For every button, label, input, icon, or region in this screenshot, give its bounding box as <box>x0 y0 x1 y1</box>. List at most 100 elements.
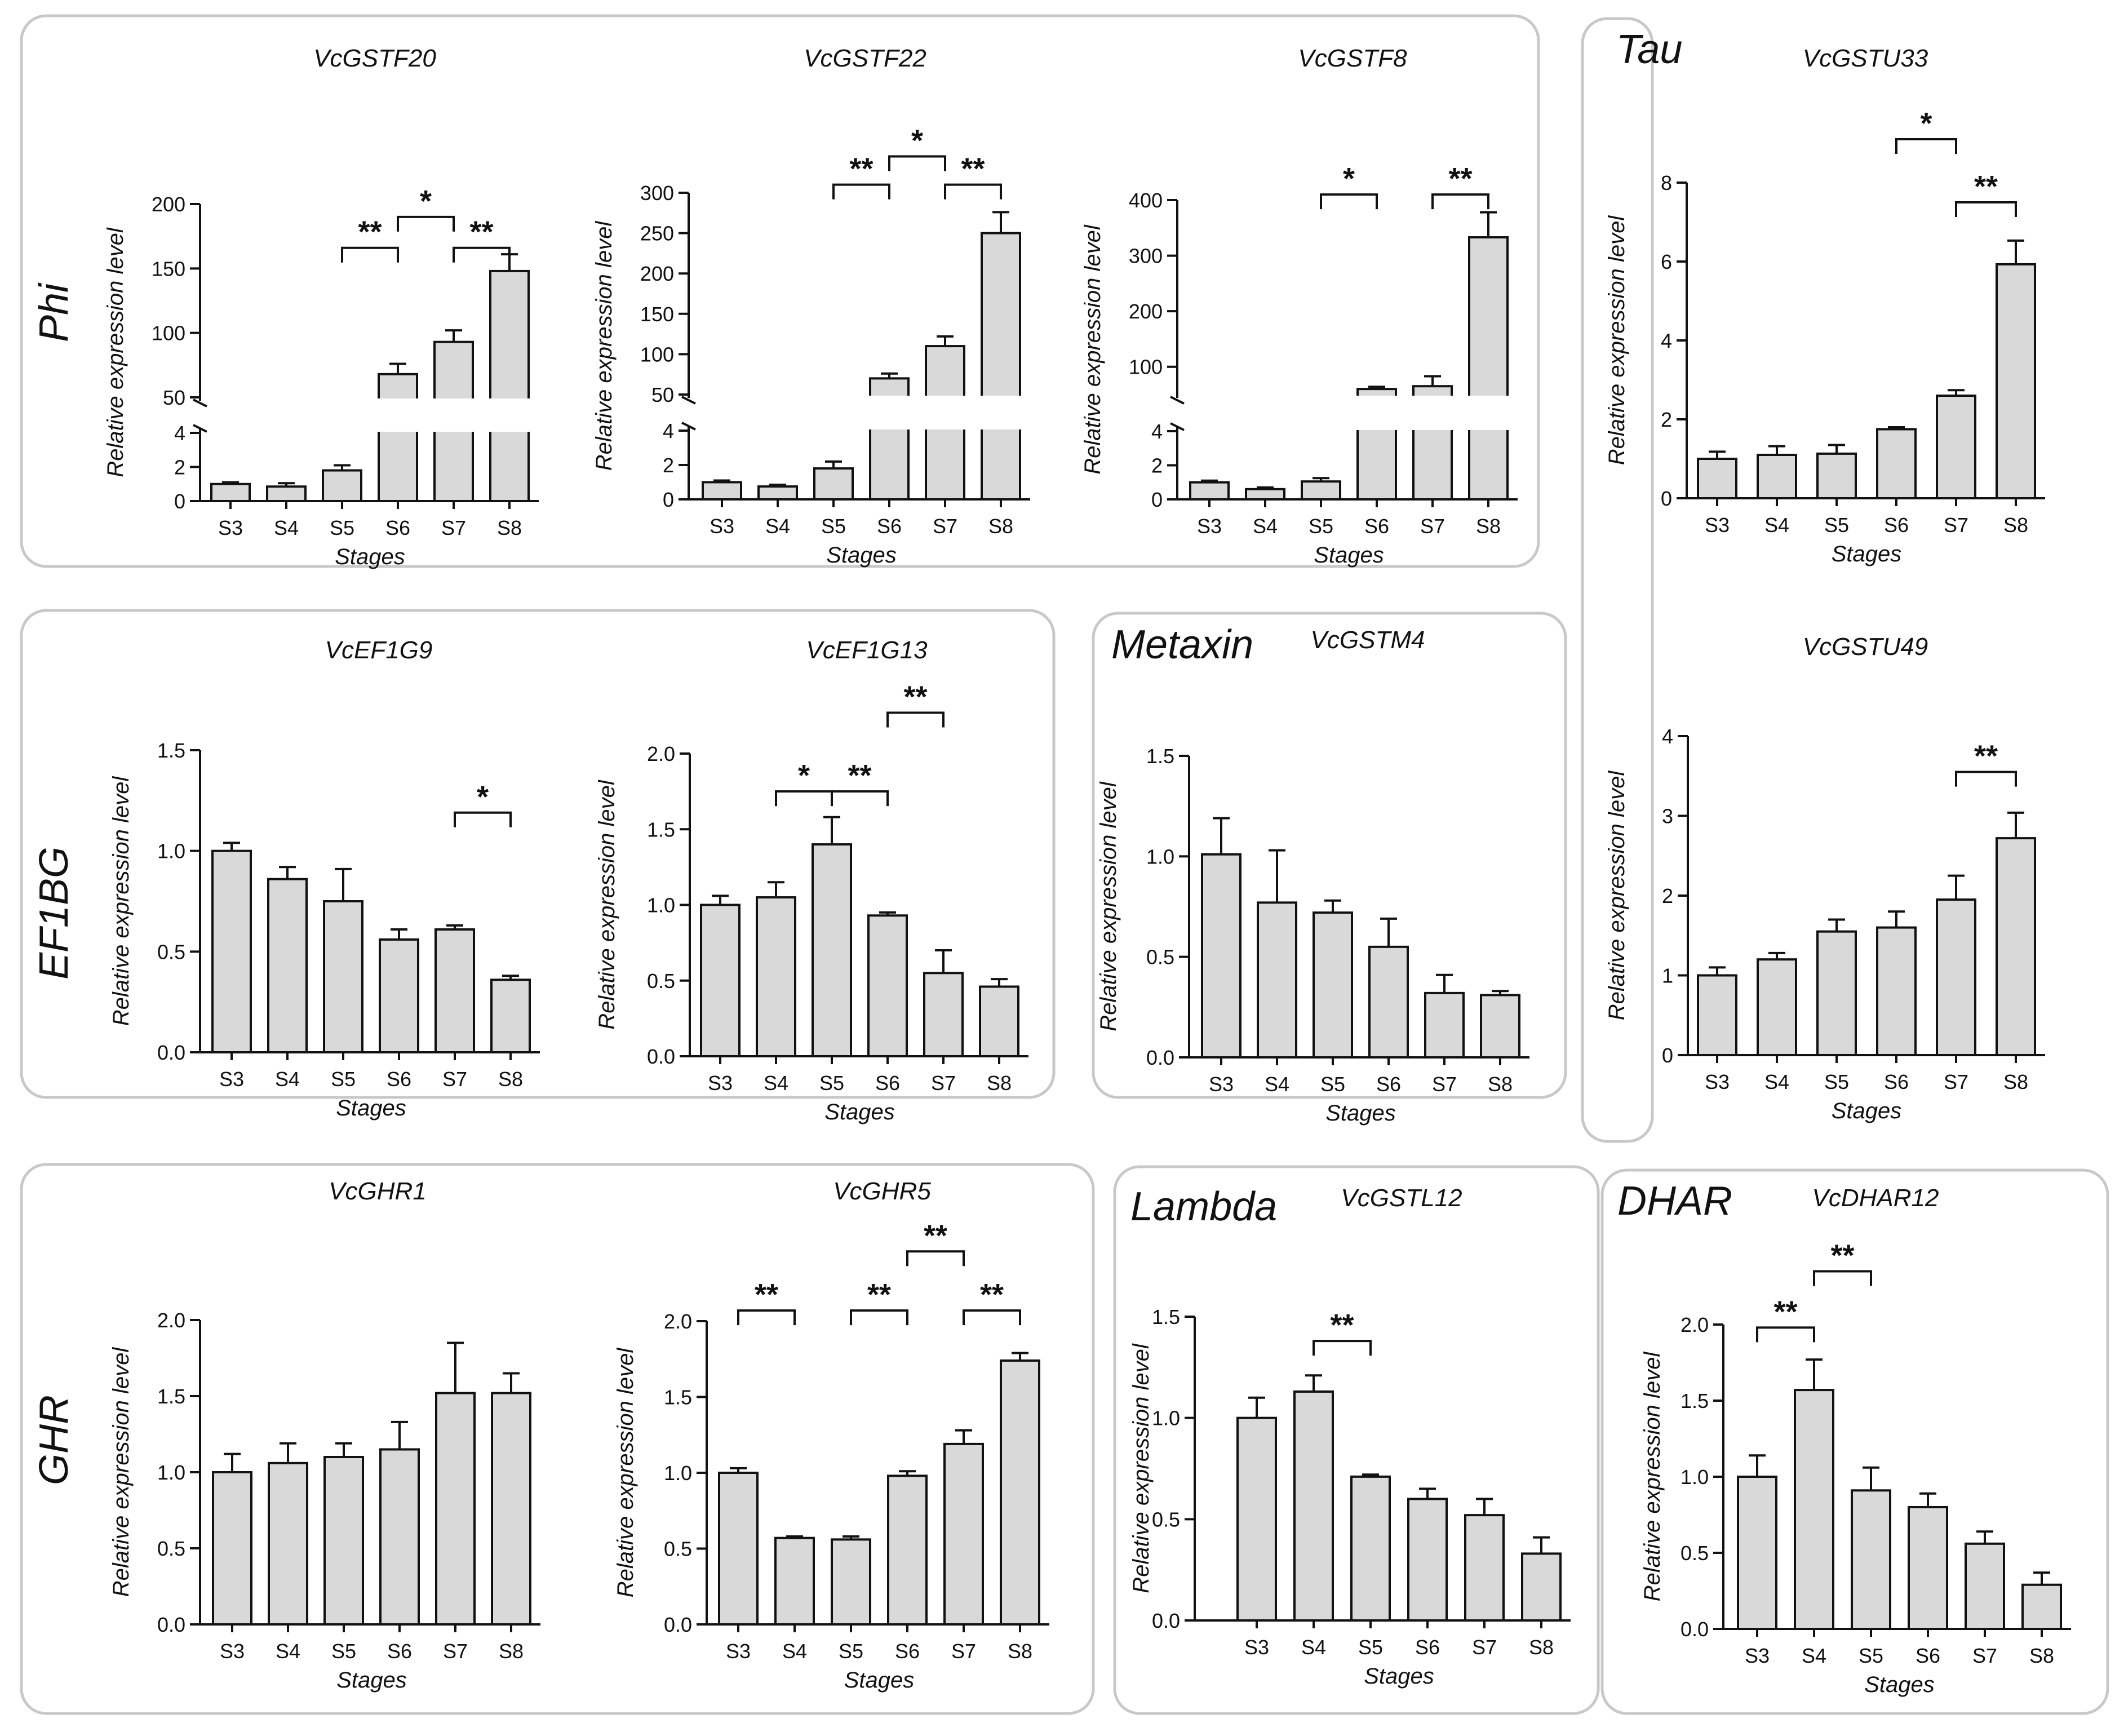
x-tick-label: S6 <box>1415 1636 1440 1659</box>
y-axis-label: Relative expression level <box>595 780 619 1030</box>
chart-title: VcGSTM4 <box>1311 626 1425 654</box>
significance-label: ** <box>1830 1239 1854 1273</box>
x-tick-label: S3 <box>219 1068 244 1091</box>
y-tick-label: 1.0 <box>1146 845 1174 868</box>
bar-S8 <box>1000 1359 1040 1626</box>
bar-S6 <box>887 1474 928 1626</box>
significance-bracket: * <box>775 759 833 807</box>
chart-VcGSTU33: VcGSTU33 Relative expression level 0 2 4 6 8 S3… <box>1604 45 2045 566</box>
bar-break-gap <box>868 396 910 429</box>
axis-break-mark <box>1170 396 1185 405</box>
y-tick-label: 250 <box>640 222 674 245</box>
axis-break-mark <box>681 396 696 405</box>
y-tick-label: 150 <box>152 257 185 280</box>
chart-title: VcEF1G13 <box>806 636 928 664</box>
bar-S5 <box>322 469 362 502</box>
y-tick-label: 2.0 <box>647 742 675 765</box>
y-tick-label: 1.0 <box>1152 1407 1180 1430</box>
bracket-line <box>1813 1270 1872 1286</box>
bar-S5 <box>323 1456 364 1626</box>
significance-bracket: * <box>1895 107 1957 154</box>
bar-S6 <box>378 373 418 503</box>
significance-bracket: ** <box>1813 1239 1872 1286</box>
significance-bracket: ** <box>453 215 511 263</box>
group-label-ghr: GHR <box>32 1395 77 1485</box>
x-tick-label: S3 <box>1745 1644 1770 1667</box>
bar-S4 <box>756 896 796 1057</box>
y-tick-label: 0 <box>1662 1044 1673 1067</box>
bar-S8 <box>491 1392 531 1626</box>
y-tick-label: 200 <box>152 193 185 216</box>
bracket-line <box>737 1309 796 1326</box>
group-label-tau: Tau <box>1616 27 1682 72</box>
x-tick-label: S8 <box>987 1071 1012 1095</box>
bar-S7 <box>434 928 475 1053</box>
bar-S7 <box>1965 1542 2005 1631</box>
bracket-line <box>832 183 890 200</box>
x-tick-label: S4 <box>1764 513 1789 537</box>
x-tick-label: S6 <box>385 516 410 539</box>
bar-S3 <box>718 1472 759 1626</box>
x-tick-label: S3 <box>1209 1073 1234 1096</box>
bar-S7 <box>435 1392 476 1626</box>
y-tick-label: 4 <box>663 419 674 442</box>
significance-label: ** <box>358 215 382 249</box>
x-tick-label: S7 <box>441 516 466 539</box>
bar-S8 <box>489 269 530 502</box>
x-axis-label: Stages <box>844 1668 915 1693</box>
significance-bracket: ** <box>832 152 890 200</box>
significance-bracket: ** <box>1955 170 2017 217</box>
x-tick-label: S7 <box>951 1640 976 1663</box>
x-tick-label: S3 <box>1705 1070 1730 1093</box>
x-tick-label: S8 <box>499 1640 524 1663</box>
bar-break-gap <box>1412 396 1453 430</box>
significance-label: ** <box>1974 170 1998 203</box>
y-tick-label: 2 <box>174 456 185 479</box>
chart-VcGSTL12: VcGSTL12 Relative expression level 0.0 0.5 1… <box>1129 1184 1571 1689</box>
x-tick-label: S7 <box>1472 1636 1497 1659</box>
significance-label: * <box>798 759 810 792</box>
bar-S7 <box>943 1442 984 1626</box>
x-tick-label: S6 <box>895 1640 920 1663</box>
panel-frame <box>20 1163 1095 1715</box>
y-tick-label: 4 <box>1661 329 1672 352</box>
y-tick-label: 0.0 <box>647 1045 675 1068</box>
y-tick-label: 1.5 <box>647 818 675 841</box>
x-tick-label: S6 <box>1376 1073 1401 1096</box>
bracket-line <box>850 1309 908 1326</box>
bar-S6 <box>1368 945 1409 1059</box>
significance-bracket: ** <box>831 759 889 807</box>
bar-S8 <box>490 978 531 1053</box>
bar-S8 <box>981 232 1021 501</box>
bar-break-gap <box>924 396 966 429</box>
x-tick-label: S4 <box>274 516 299 539</box>
significance-label: ** <box>924 1219 947 1252</box>
chart-VcEF1G13: VcEF1G13 Relative expression level 0.0 0.5 1… <box>595 636 1028 1124</box>
significance-bracket: ** <box>906 1219 965 1266</box>
y-tick-label: 200 <box>640 262 674 285</box>
y-axis-label: Relative expression level <box>613 1348 638 1598</box>
x-tick-label: S5 <box>821 515 846 538</box>
bracket-line <box>1955 201 2017 217</box>
bracket-line <box>886 711 945 728</box>
y-tick-label: 2 <box>1661 408 1672 431</box>
y-tick-label: 200 <box>1129 300 1163 323</box>
y-tick-label: 4 <box>1151 420 1163 443</box>
significance-bracket: ** <box>1955 739 2017 787</box>
x-tick-label: S4 <box>1301 1636 1326 1659</box>
bar-S7 <box>1464 1514 1505 1622</box>
significance-label: ** <box>1773 1295 1797 1328</box>
bar-break-gap <box>433 398 475 432</box>
x-tick-label: S3 <box>710 515 734 538</box>
x-tick-label: S6 <box>387 1640 412 1663</box>
bar-S7 <box>1424 991 1465 1059</box>
significance-bracket: * <box>1320 162 1378 210</box>
x-tick-label: S5 <box>839 1640 863 1663</box>
x-tick-label: S5 <box>1309 515 1333 538</box>
significance-bracket: * <box>454 780 512 827</box>
bar-S4 <box>1245 488 1285 501</box>
x-tick-label: S8 <box>498 1068 523 1091</box>
bar-S5 <box>1816 452 1857 500</box>
bar-S8 <box>1468 236 1509 501</box>
